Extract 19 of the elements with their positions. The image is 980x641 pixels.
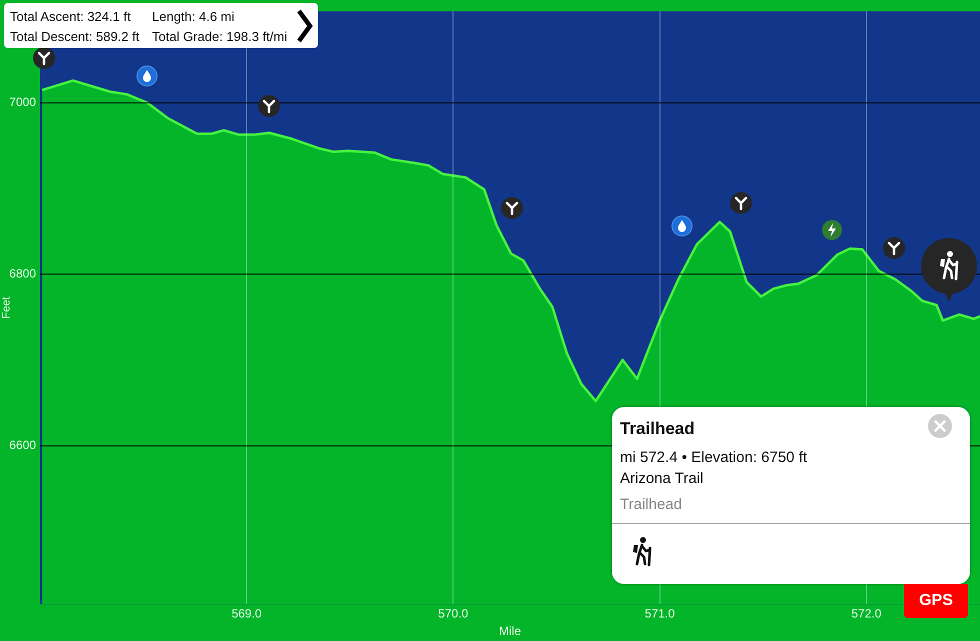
annotation: Total Grade: 198.3 ft/mi <box>152 29 288 44</box>
x-tick-label: 570.0 <box>438 606 469 621</box>
y-tick-label: 7000 <box>9 95 36 110</box>
annotation: Trailhead <box>620 496 682 513</box>
x-tick-label: 571.0 <box>644 606 676 621</box>
x-axis-title: Mile <box>498 624 522 638</box>
annotation: Trailhead <box>620 419 695 438</box>
annotation: Length: 4.6 mi <box>152 9 234 24</box>
annotation: Arizona Trail <box>620 470 704 487</box>
y-tick-label: 6800 <box>9 266 36 281</box>
x-tick-label: 569.0 <box>232 606 262 621</box>
annotation: Total Ascent: 324.1 ft <box>10 9 131 24</box>
annotation: GPS <box>919 592 953 610</box>
gps-button: GPS <box>904 584 968 618</box>
y-axis-title: Feet <box>0 296 13 319</box>
y-tick-label: 6600 <box>9 438 36 452</box>
annotation: mi 572.4 • Elevation: 6750 ft <box>620 449 808 466</box>
x-tick-label: 572.0 <box>851 606 882 621</box>
annotation: Total Descent: 589.2 ft <box>10 29 140 44</box>
